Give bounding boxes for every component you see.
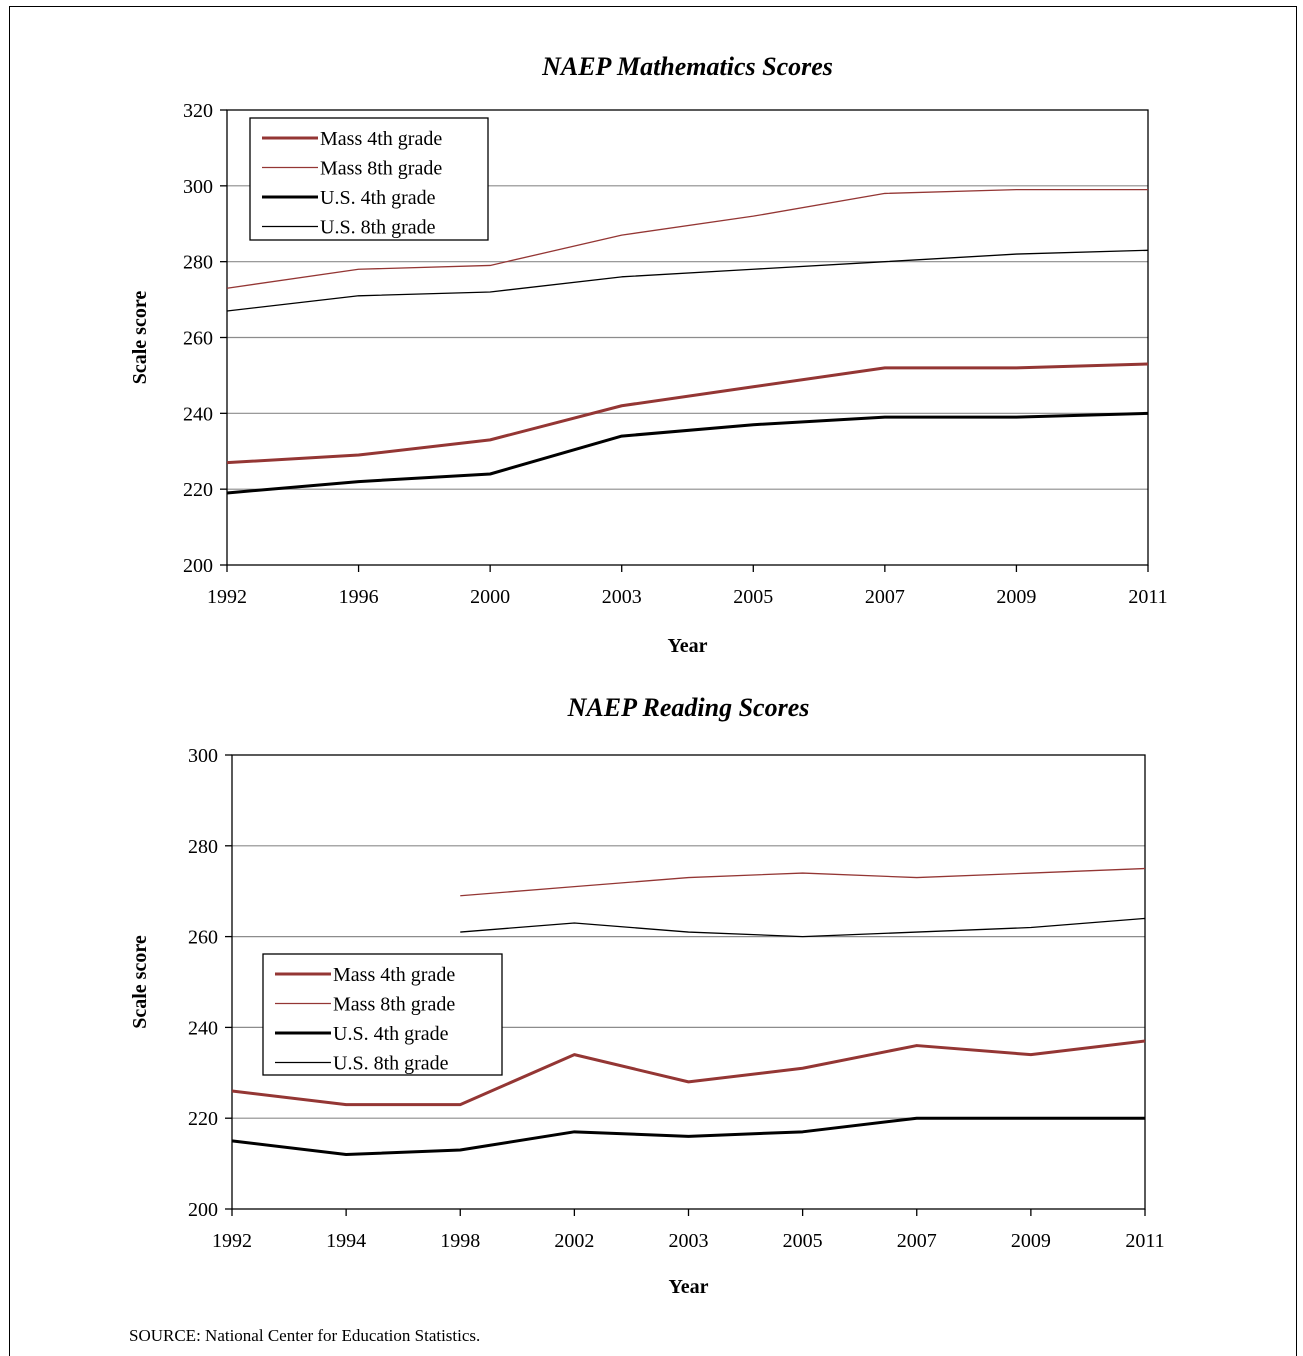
series-line-u-s-8th-grade [460, 918, 1145, 936]
x-tick-label: 1996 [339, 586, 379, 608]
y-axis-label: Scale score [129, 291, 151, 385]
y-tick-label: 220 [183, 479, 213, 501]
series-line-mass-8th-grade [460, 869, 1145, 896]
legend-label: U.S. 4th grade [333, 1023, 449, 1045]
y-tick-label: 200 [188, 1199, 218, 1221]
x-tick-label: 1992 [207, 586, 247, 608]
x-axis-label: Year [668, 635, 708, 657]
x-tick-label: 2011 [1128, 586, 1167, 608]
y-tick-label: 260 [183, 328, 213, 350]
y-tick-label: 220 [188, 1108, 218, 1130]
x-tick-label: 2005 [783, 1230, 823, 1252]
chart-title: NAEP Mathematics Scores [541, 52, 833, 81]
x-tick-label: 2009 [1011, 1230, 1051, 1252]
legend-label: U.S. 8th grade [333, 1053, 449, 1075]
y-tick-label: 280 [188, 836, 218, 858]
x-tick-label: 2000 [470, 586, 510, 608]
legend-label: U.S. 4th grade [320, 187, 436, 209]
x-tick-label: 2005 [733, 586, 773, 608]
x-tick-label: 2003 [602, 586, 642, 608]
legend-label: Mass 8th grade [320, 158, 442, 180]
y-tick-label: 260 [188, 927, 218, 949]
x-tick-label: 2003 [669, 1230, 709, 1252]
x-tick-label: 2011 [1125, 1230, 1164, 1252]
x-tick-label: 2009 [996, 586, 1036, 608]
x-tick-label: 2007 [897, 1230, 937, 1252]
y-tick-label: 300 [183, 176, 213, 198]
y-tick-label: 240 [183, 403, 213, 425]
legend-label: U.S. 8th grade [320, 217, 436, 239]
x-tick-label: 1994 [326, 1230, 366, 1252]
chart-title: NAEP Reading Scores [567, 693, 810, 722]
y-tick-label: 320 [183, 100, 213, 122]
y-tick-label: 200 [183, 555, 213, 577]
legend-label: Mass 8th grade [333, 994, 455, 1016]
y-axis-label: Scale score [129, 935, 151, 1029]
legend-label: Mass 4th grade [333, 964, 455, 986]
y-tick-label: 280 [183, 252, 213, 274]
x-tick-label: 1992 [212, 1230, 252, 1252]
source-note: SOURCE: National Center for Education St… [129, 1326, 480, 1346]
x-tick-label: 2002 [554, 1230, 594, 1252]
x-axis-label: Year [669, 1276, 709, 1298]
x-tick-label: 1998 [440, 1230, 480, 1252]
y-tick-label: 240 [188, 1017, 218, 1039]
series-line-u-s-8th-grade [227, 250, 1148, 311]
y-tick-label: 300 [188, 745, 218, 767]
x-tick-label: 2007 [865, 586, 905, 608]
legend-label: Mass 4th grade [320, 128, 442, 150]
